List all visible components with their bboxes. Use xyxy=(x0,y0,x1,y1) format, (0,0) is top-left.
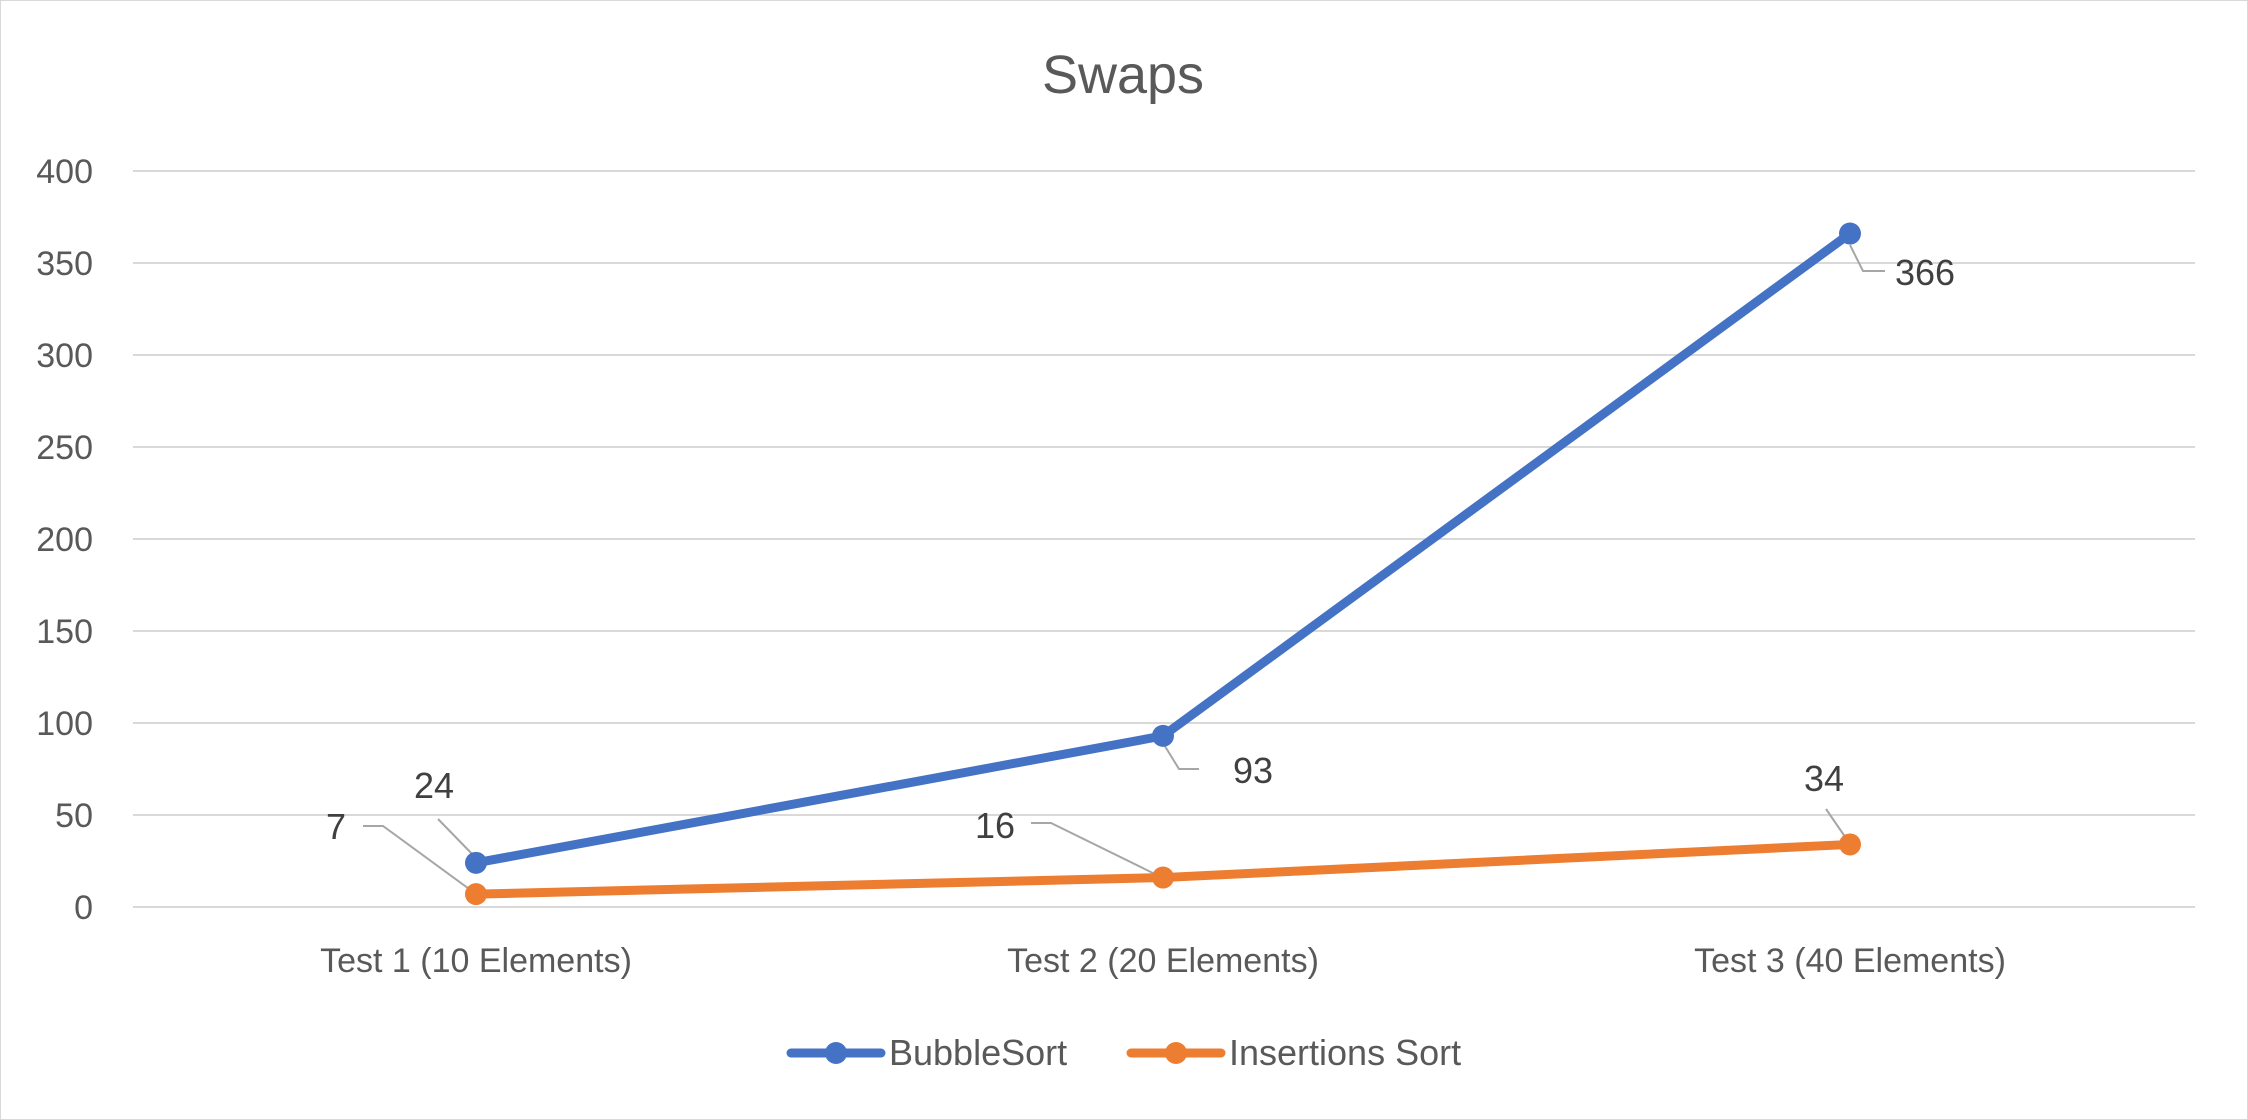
y-tick-label: 50 xyxy=(55,797,93,835)
y-tick-label: 300 xyxy=(36,337,93,375)
data-point[interactable] xyxy=(465,851,487,874)
data-label: 7 xyxy=(326,806,346,847)
data-label: 16 xyxy=(975,805,1015,846)
grid-lines xyxy=(133,170,2195,908)
chart-title: Swaps xyxy=(1042,45,1204,105)
legend-marker xyxy=(1165,1042,1187,1064)
legend[interactable]: BubbleSort Insertions Sort xyxy=(786,1032,1461,1073)
x-tick-label: Test 3 (40 Elements) xyxy=(1694,942,2006,980)
y-tick-label: 350 xyxy=(36,245,93,283)
leader-line xyxy=(1849,244,1885,272)
y-tick-label: 400 xyxy=(36,153,93,191)
x-axis-ticks: Test 1 (10 Elements) Test 2 (20 Elements)… xyxy=(320,942,2006,980)
data-point[interactable] xyxy=(1839,222,1861,245)
data-label: 93 xyxy=(1233,750,1273,791)
series-line xyxy=(471,229,1855,868)
x-tick-label: Test 2 (20 Elements) xyxy=(1007,942,1319,980)
data-label: 366 xyxy=(1895,252,1955,293)
leader-line xyxy=(1162,742,1199,770)
x-tick-label: Test 1 (10 Elements) xyxy=(320,942,632,980)
leader-line xyxy=(437,818,477,859)
legend-label: Insertions Sort xyxy=(1229,1032,1461,1073)
leader-line xyxy=(1031,822,1164,879)
y-axis-ticks: 0 50 100 150 200 250 300 350 400 xyxy=(36,153,93,927)
series-lines xyxy=(465,222,1861,906)
legend-marker xyxy=(825,1042,847,1064)
y-tick-label: 0 xyxy=(74,889,93,927)
y-tick-label: 100 xyxy=(36,705,93,743)
legend-item[interactable]: Insertions Sort xyxy=(1126,1032,1461,1073)
y-tick-label: 250 xyxy=(36,429,93,467)
leader-line xyxy=(363,825,477,895)
data-labels: 24 93 366 7 16 34 xyxy=(326,252,1955,847)
data-label: 34 xyxy=(1804,758,1844,799)
data-label-leaders xyxy=(363,244,1885,895)
legend-label: BubbleSort xyxy=(889,1032,1067,1073)
data-point[interactable] xyxy=(465,883,487,906)
data-point[interactable] xyxy=(1152,866,1174,889)
data-label: 24 xyxy=(414,765,454,806)
legend-item[interactable]: BubbleSort xyxy=(786,1032,1067,1073)
y-tick-label: 200 xyxy=(36,521,93,559)
y-tick-label: 150 xyxy=(36,613,93,651)
data-point[interactable] xyxy=(1839,833,1861,856)
data-point[interactable] xyxy=(1152,724,1174,747)
